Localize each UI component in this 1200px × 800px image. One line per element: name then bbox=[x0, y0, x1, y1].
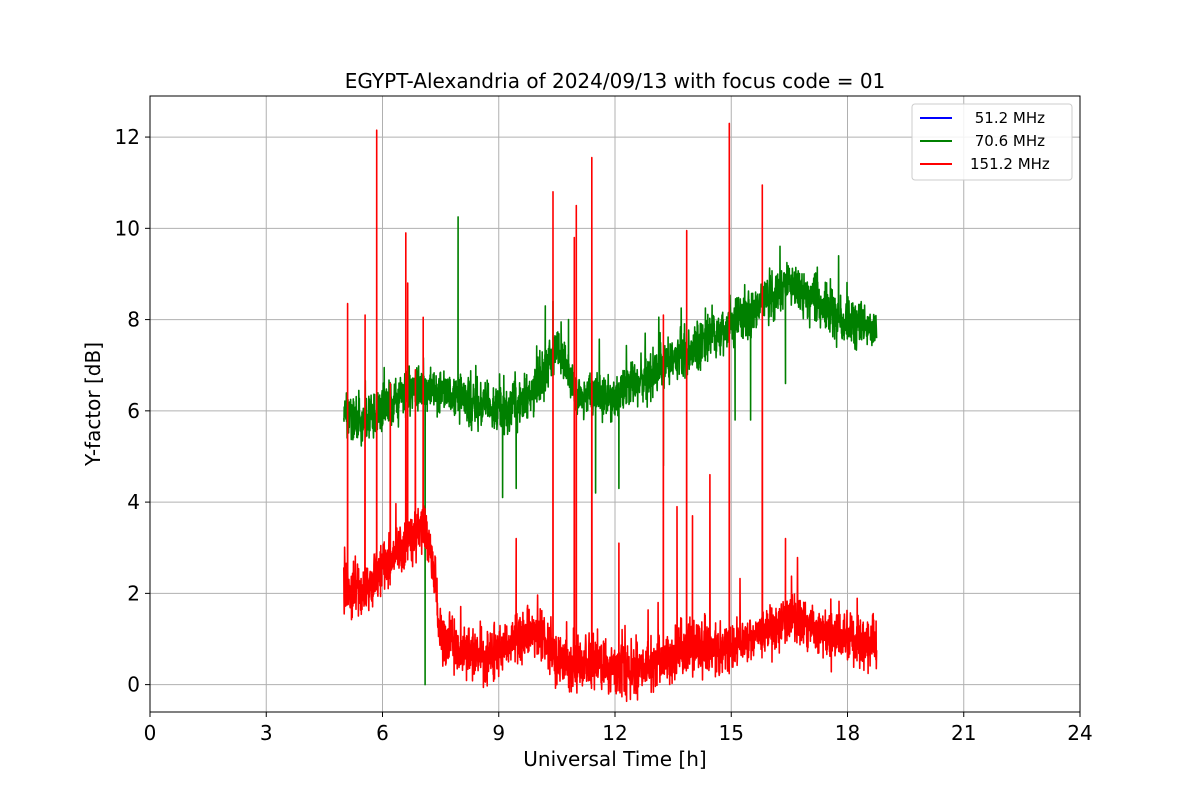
x-tick-label: 15 bbox=[719, 721, 744, 745]
legend-label: 151.2 MHz bbox=[970, 155, 1050, 173]
x-axis-title: Universal Time [h] bbox=[523, 747, 706, 771]
x-tick-label: 3 bbox=[260, 721, 273, 745]
legend-box bbox=[911, 103, 1073, 181]
x-tick-label: 21 bbox=[951, 721, 976, 745]
y-tick-label: 6 bbox=[127, 399, 140, 423]
legend: 51.2 MHz 70.6 MHz 151.2 MHz bbox=[911, 103, 1073, 181]
chart-title: EGYPT-Alexandria of 2024/09/13 with focu… bbox=[345, 69, 886, 93]
x-tick-label: 6 bbox=[376, 721, 389, 745]
y-tick-label: 4 bbox=[127, 490, 140, 514]
y-axis-title: Y-factor [dB] bbox=[81, 342, 105, 467]
y-tick-label: 0 bbox=[127, 673, 140, 697]
x-tick-label: 18 bbox=[835, 721, 860, 745]
y-tick-label: 12 bbox=[115, 125, 140, 149]
legend-label: 70.6 MHz bbox=[970, 132, 1045, 150]
y-tick-label: 2 bbox=[127, 581, 140, 605]
series-line bbox=[343, 216, 878, 686]
x-tick-label: 12 bbox=[602, 721, 627, 745]
x-tick-label: 9 bbox=[492, 721, 505, 745]
x-tick-label: 0 bbox=[144, 721, 157, 745]
y-tick-label: 10 bbox=[115, 216, 140, 240]
x-tick-label: 24 bbox=[1067, 721, 1092, 745]
legend-label: 51.2 MHz bbox=[970, 109, 1045, 127]
series-line bbox=[343, 122, 878, 703]
y-tick-label: 8 bbox=[127, 308, 140, 332]
